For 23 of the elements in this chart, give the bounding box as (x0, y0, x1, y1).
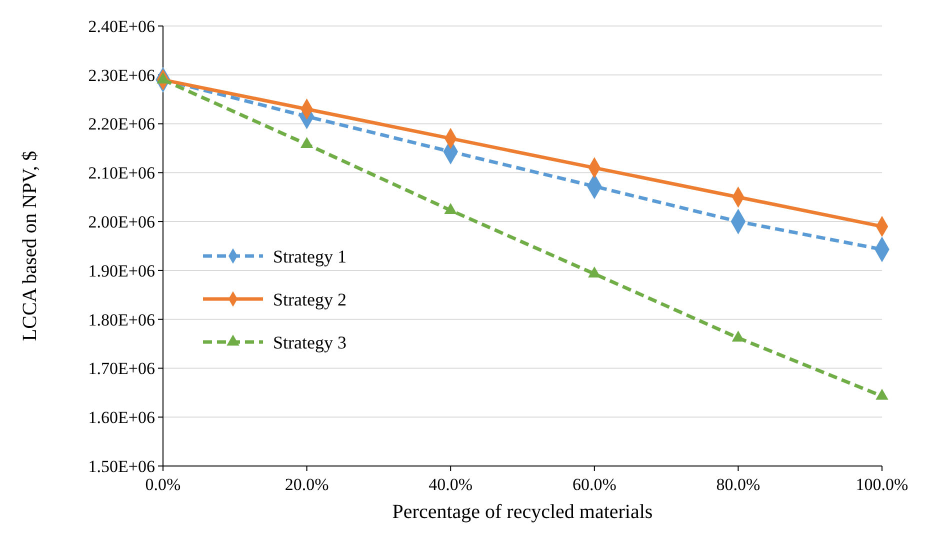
y-axis-title: LCCA based on NPV, $ (19, 150, 41, 342)
point (732, 330, 745, 342)
y-tick-label: 1.70E+06 (88, 359, 155, 378)
x-tick-label: 100.0% (856, 475, 908, 494)
x-tick-label: 80.0% (716, 475, 760, 494)
legend-label: Strategy 1 (273, 246, 346, 266)
y-tick-label: 2.10E+06 (88, 164, 155, 183)
x-tick-label: 40.0% (428, 475, 473, 494)
y-tick-label: 1.80E+06 (88, 310, 155, 330)
legend-label: Strategy 2 (273, 289, 346, 310)
y-tick-label: 2.40E+06 (88, 16, 155, 36)
y-tick-label: 2.20E+06 (88, 114, 155, 134)
x-tick-label: 20.0% (284, 475, 329, 494)
y-tick-label: 2.00E+06 (88, 212, 155, 232)
legend-label: Strategy 3 (273, 332, 346, 352)
x-tick-label: 60.0% (572, 475, 616, 494)
y-tick-label: 1.50E+06 (88, 456, 155, 476)
x-tick-label: 0.0% (145, 475, 181, 494)
y-tick-label: 1.60E+06 (88, 408, 155, 428)
y-tick-label: 1.90E+06 (88, 261, 155, 280)
point (876, 388, 888, 400)
y-tick-label: 2.30E+06 (88, 66, 155, 85)
x-axis-title: Percentage of recycled materials (392, 501, 653, 523)
